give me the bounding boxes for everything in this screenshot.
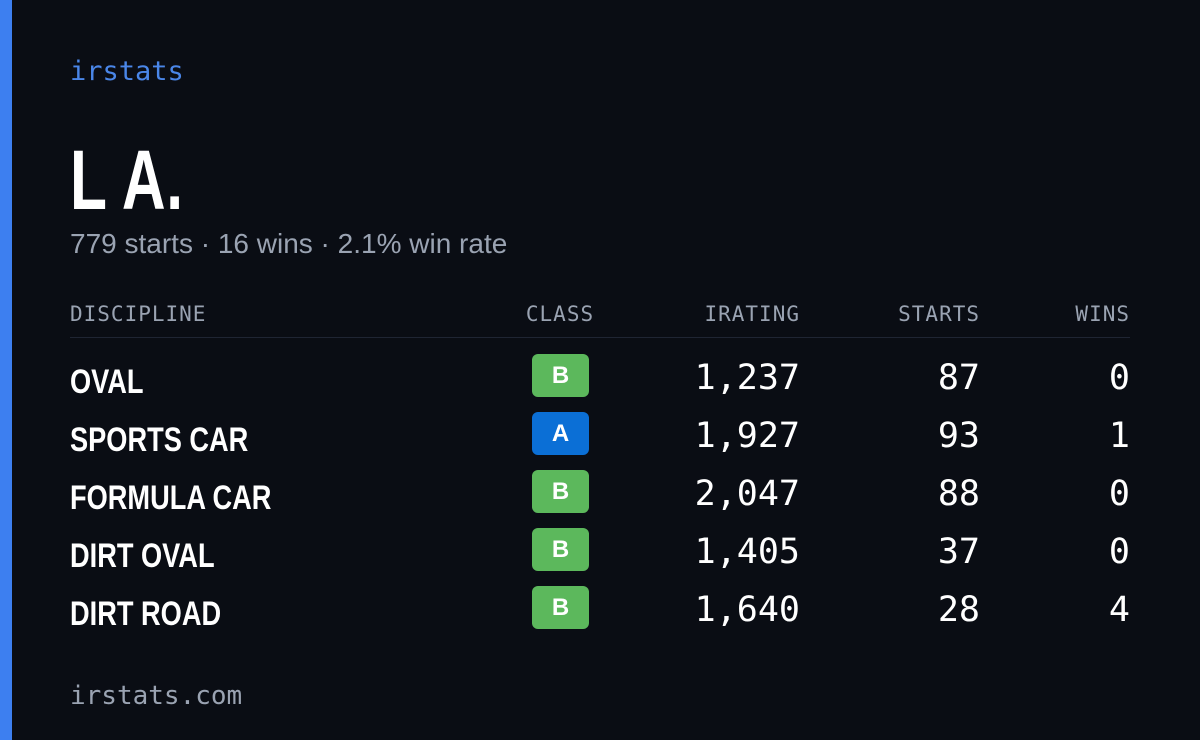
header-rule	[70, 337, 1130, 338]
column-header: WINS	[1075, 302, 1130, 326]
footer-url: irstats.com	[70, 681, 243, 711]
wins: 0	[1108, 474, 1130, 514]
class-badge: B	[532, 528, 589, 571]
irating: 1,237	[694, 358, 800, 398]
irating: 1,640	[694, 590, 800, 630]
class-badge: B	[532, 586, 589, 629]
wins: 4	[1108, 590, 1130, 630]
irating: 2,047	[694, 474, 800, 514]
driver-summary: 779 starts · 16 wins · 2.1% win rate	[70, 228, 508, 259]
starts: 88	[937, 474, 980, 514]
wins: 0	[1108, 532, 1130, 572]
starts: 37	[937, 532, 980, 572]
class-badge: B	[532, 354, 589, 397]
wins: 1	[1108, 416, 1130, 456]
irating: 1,405	[694, 532, 800, 572]
discipline: FORMULA CAR	[70, 479, 272, 517]
column-header: CLASS	[525, 302, 595, 326]
column-header: IRATING	[704, 302, 800, 326]
wins: 0	[1108, 358, 1130, 398]
discipline: DIRT OVAL	[70, 537, 215, 575]
column-header: DISCIPLINE	[70, 302, 207, 326]
driver-name: L A.	[70, 133, 184, 227]
accent-bar	[0, 0, 12, 740]
discipline: SPORTS CAR	[70, 421, 249, 459]
class-badge: A	[532, 412, 589, 455]
discipline: OVAL	[70, 363, 144, 401]
discipline: DIRT ROAD	[70, 595, 222, 633]
starts: 87	[937, 358, 980, 398]
class-badge: B	[532, 470, 589, 513]
irating: 1,927	[694, 416, 800, 456]
starts: 28	[937, 590, 980, 630]
starts: 93	[937, 416, 980, 456]
brand: irstats	[70, 56, 184, 87]
column-header: STARTS	[898, 302, 980, 326]
